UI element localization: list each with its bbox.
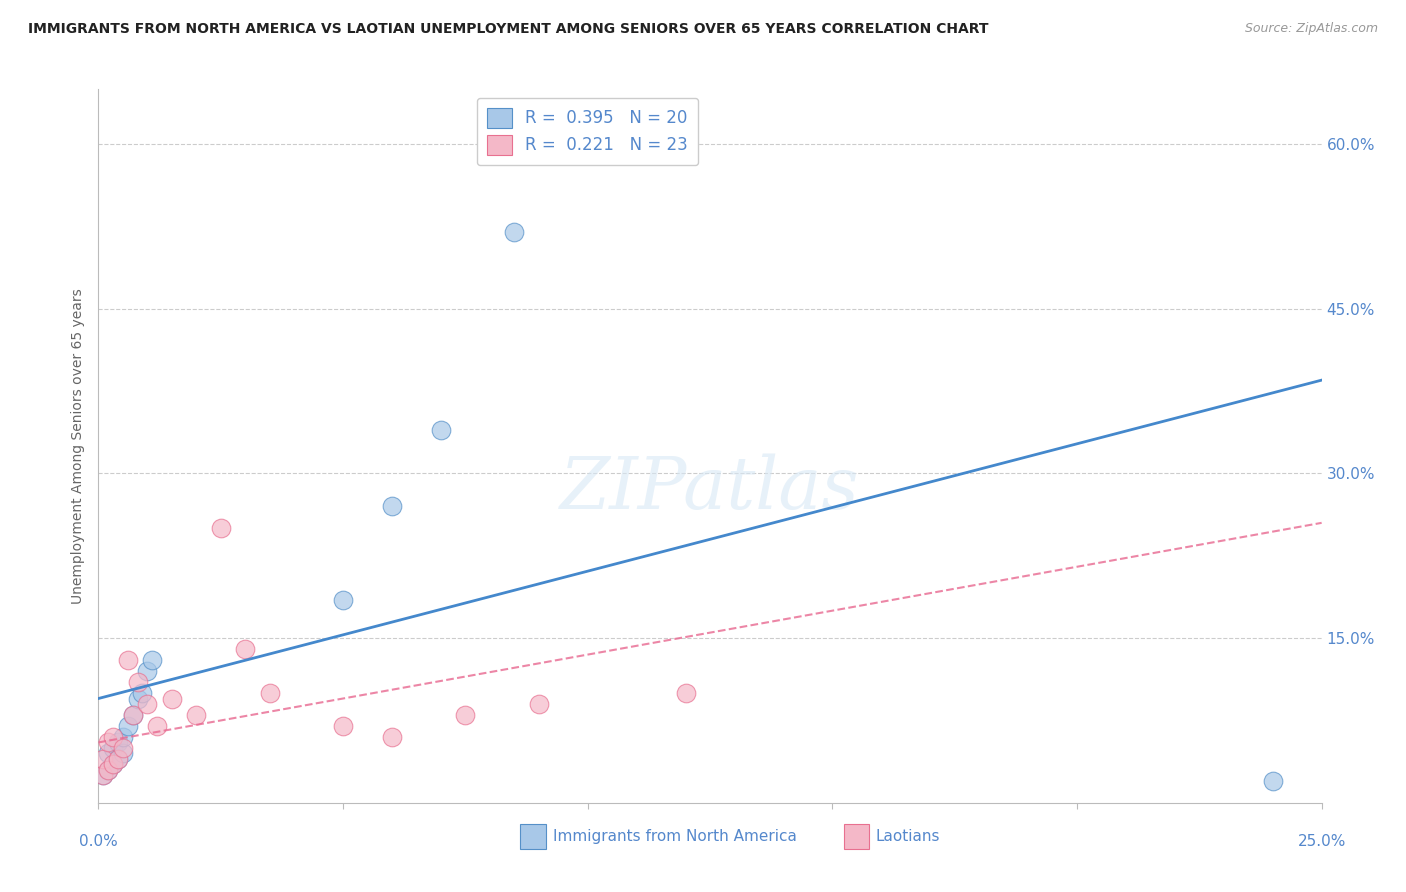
Point: [107, 752, 129, 766]
Text: Source: ZipAtlas.com: Source: ZipAtlas.com: [1244, 22, 1378, 36]
Point: [127, 675, 149, 690]
Text: IMMIGRANTS FROM NORTH AMERICA VS LAOTIAN UNEMPLOYMENT AMONG SENIORS OVER 65 YEAR: IMMIGRANTS FROM NORTH AMERICA VS LAOTIAN…: [28, 22, 988, 37]
Point: [454, 708, 477, 723]
Point: [117, 653, 139, 667]
Point: [121, 708, 143, 723]
Point: [259, 686, 281, 700]
Text: ZIPatlas: ZIPatlas: [560, 453, 860, 524]
Point: [141, 653, 163, 667]
Point: [111, 730, 134, 744]
Point: [430, 423, 453, 437]
Point: [97, 763, 120, 777]
Point: [91, 768, 114, 782]
Y-axis label: Unemployment Among Seniors over 65 years: Unemployment Among Seniors over 65 years: [72, 288, 86, 604]
Point: [101, 757, 124, 772]
Text: Laotians: Laotians: [876, 829, 941, 844]
Point: [97, 735, 120, 749]
Point: [675, 686, 697, 700]
Point: [503, 225, 526, 239]
Point: [136, 664, 159, 678]
Point: [127, 691, 149, 706]
Point: [97, 747, 120, 761]
Point: [233, 642, 256, 657]
Text: 0.0%: 0.0%: [79, 834, 118, 849]
Point: [91, 752, 114, 766]
Point: [1261, 773, 1284, 788]
Point: [381, 730, 404, 744]
Point: [111, 747, 134, 761]
Point: [101, 740, 124, 755]
Point: [101, 730, 124, 744]
Point: [107, 752, 129, 766]
Point: [332, 719, 354, 733]
Point: [97, 763, 120, 777]
Point: [209, 521, 232, 535]
Text: 25.0%: 25.0%: [1298, 834, 1346, 849]
Legend: R =  0.395   N = 20, R =  0.221   N = 23: R = 0.395 N = 20, R = 0.221 N = 23: [477, 97, 699, 165]
Point: [146, 719, 169, 733]
Point: [111, 740, 134, 755]
Point: [121, 708, 143, 723]
Point: [101, 757, 124, 772]
Point: [186, 708, 208, 723]
Point: [332, 592, 354, 607]
Text: Immigrants from North America: Immigrants from North America: [553, 829, 796, 844]
Point: [131, 686, 153, 700]
Point: [117, 719, 139, 733]
Point: [136, 697, 159, 711]
Point: [91, 768, 114, 782]
Point: [381, 500, 404, 514]
Point: [527, 697, 550, 711]
Point: [160, 691, 183, 706]
Point: [107, 735, 129, 749]
